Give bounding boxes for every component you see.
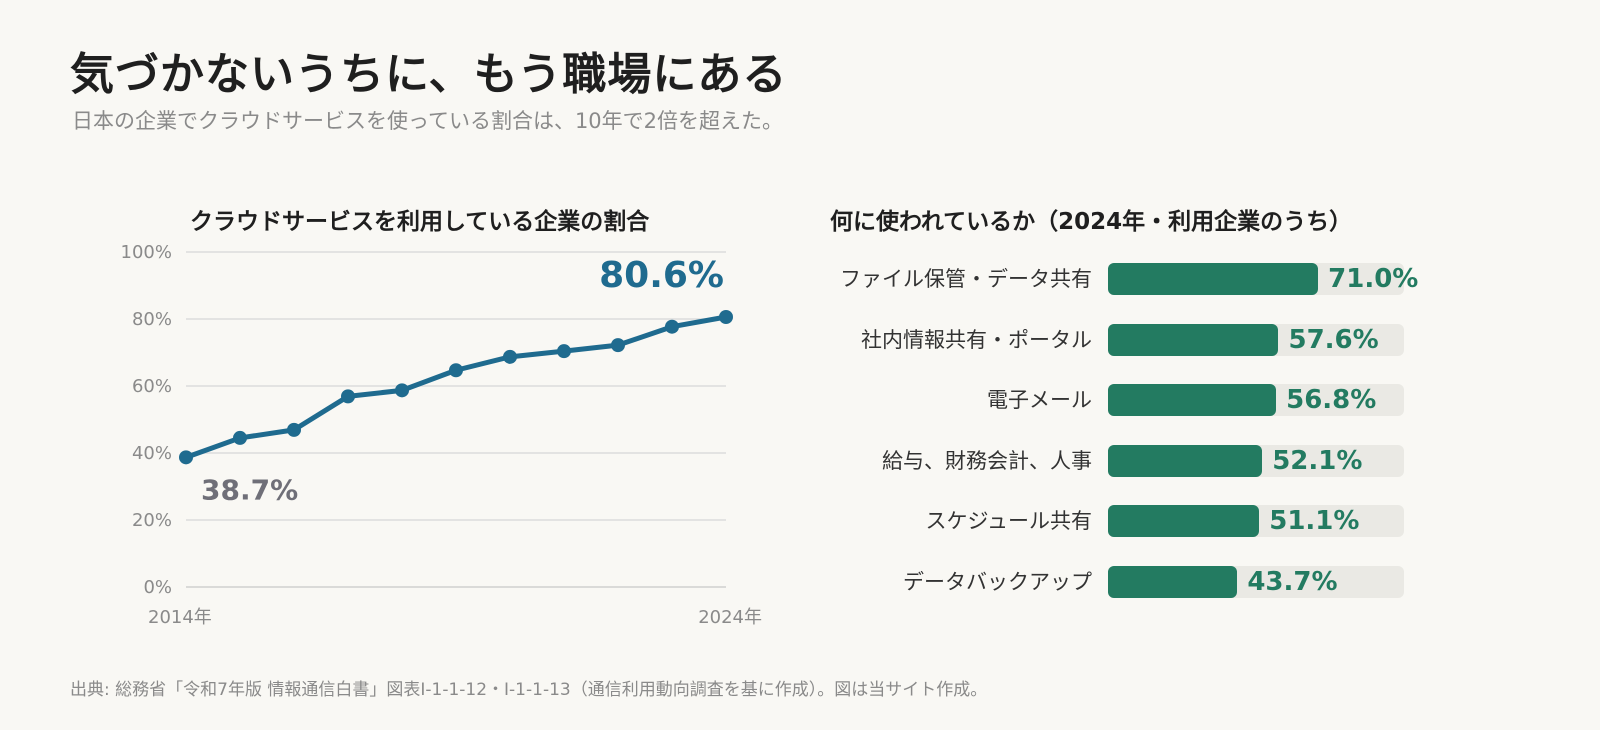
data-point — [179, 450, 193, 465]
start-value-label: 38.7% — [201, 473, 298, 506]
y-tick-label: 60% — [132, 376, 172, 397]
bar-value-label: 56.8% — [1286, 385, 1377, 415]
bar-row: データバックアップ 43.7% — [790, 565, 1440, 599]
bar-row: スケジュール共有 51.1% — [790, 504, 1440, 538]
data-point — [449, 363, 463, 378]
x-tick-label: 2024年 — [698, 607, 762, 628]
y-tick-label: 0% — [143, 577, 172, 598]
series-line — [183, 314, 729, 460]
bar-track — [1108, 505, 1404, 537]
bar-value-label: 52.1% — [1272, 445, 1363, 476]
y-tick-label: 100% — [121, 242, 172, 263]
data-point — [719, 309, 733, 324]
end-value-label: 80.6% — [599, 255, 724, 296]
data-point — [395, 383, 409, 398]
data-point — [557, 344, 571, 359]
bar-track — [1108, 565, 1404, 598]
y-tick-label: 80% — [132, 309, 172, 330]
bar — [1108, 323, 1279, 356]
line-chart-title: クラウドサービスを利用している企業の割合 — [190, 209, 650, 235]
line-chart: 0% 20% 40% 60% 80% 100% 2014年 2024年 38.7% 80.6% — [121, 242, 762, 628]
data-point — [233, 430, 247, 445]
bar — [1108, 444, 1263, 477]
page-subtitle: 日本の企業でクラウドサービスを使っている割合は、10年で2倍を超えた。 — [72, 109, 784, 133]
bar-value-label: 43.7% — [1247, 566, 1338, 597]
bar-category-label: データバックアップ — [903, 569, 1092, 594]
bar-category-label: 給与、財務会計、人事 — [882, 448, 1092, 473]
bar — [1108, 565, 1238, 598]
bar-row: 給与、財務会計、人事 52.1% — [790, 444, 1440, 478]
bar-category-label: スケジュール共有 — [925, 509, 1092, 533]
bar-value-label: 51.1% — [1269, 506, 1360, 536]
source-note: 出典: 総務省「令和7年版 情報通信白書」図表Ⅰ-1-1-12・Ⅰ-1-1-13… — [70, 680, 988, 700]
bar-track — [1108, 263, 1404, 295]
bar — [1108, 263, 1319, 295]
bar-track — [1108, 323, 1404, 356]
page-title: 気づかないうちに、もう職場にある — [70, 49, 788, 100]
data-point — [611, 338, 625, 353]
bar-track — [1108, 444, 1404, 477]
y-tick-label: 40% — [132, 443, 172, 464]
bar-row: 社内情報共有・ポータル 57.6% — [790, 323, 1440, 357]
data-point — [341, 389, 355, 404]
bar-chart-title: 何に使われているか（2024年・利用企業のうち） — [830, 209, 1353, 235]
x-tick-label: 2014年 — [148, 607, 212, 628]
bar-value-label: 71.0% — [1328, 264, 1419, 294]
y-tick-label: 20% — [132, 510, 172, 531]
bar-row: 電子メール 56.8% — [790, 383, 1440, 417]
data-point — [287, 422, 301, 437]
bar-row: ファイル保管・データ共有 71.0% — [790, 262, 1440, 296]
bar-value-label: 57.6% — [1288, 324, 1379, 355]
bar — [1108, 505, 1260, 537]
bar — [1108, 384, 1277, 416]
data-point — [665, 319, 679, 334]
bar-category-label: ファイル保管・データ共有 — [840, 267, 1092, 291]
bar-category-label: 社内情報共有・ポータル — [861, 327, 1092, 352]
bar-track — [1108, 384, 1404, 416]
data-point — [503, 349, 517, 364]
bar-category-label: 電子メール — [987, 388, 1092, 412]
